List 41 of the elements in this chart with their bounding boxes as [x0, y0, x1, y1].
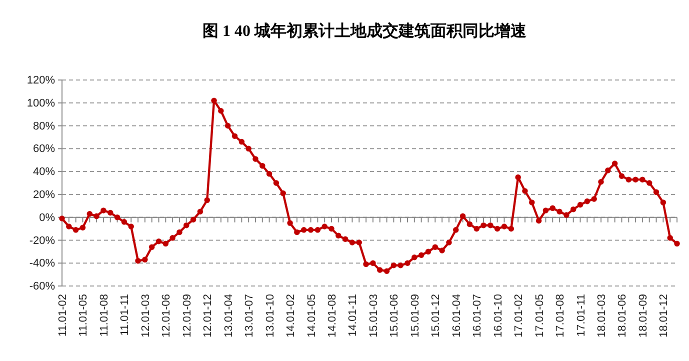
x-tick-label: 18.01-03	[596, 294, 608, 338]
y-tick-label: 120%	[26, 74, 56, 87]
x-tick-label: 18.01-06	[616, 294, 629, 338]
x-tick-label: 11.01-05	[78, 294, 90, 337]
x-tick-label: 14.01-11	[347, 294, 360, 337]
x-tick-label: 15.01-06	[388, 294, 401, 338]
x-tick-label: 11.01-02	[57, 294, 69, 337]
x-tick-label: 18.01-12	[658, 294, 670, 338]
x-tick-label: 15.01-03	[368, 294, 380, 338]
x-tick-label: 11.01-08	[98, 294, 110, 337]
x-tick-label: 12.01-03	[140, 294, 152, 338]
y-tick-label: -60%	[29, 280, 56, 293]
x-tick-label: 14.01-08	[326, 294, 338, 338]
x-tick-label: 17.01-11	[575, 294, 588, 337]
y-tick-label: 60%	[32, 143, 56, 156]
x-tick-label: 16.01-07	[472, 294, 484, 338]
y-tick-label: -40%	[29, 258, 56, 270]
x-tick-label: 12.01-09	[181, 294, 194, 338]
x-tick-label: 12.01-06	[160, 294, 173, 338]
x-tick-label: 16.01-10	[492, 294, 504, 338]
y-tick-label: 80%	[32, 120, 56, 132]
x-tick-label: 16.01-04	[450, 294, 463, 338]
x-tick-label: 15.01-09	[409, 294, 422, 338]
x-tick-label: 13.01-07	[244, 294, 256, 338]
y-tick-label: 40%	[32, 166, 56, 178]
x-tick-label: 13.01-04	[222, 294, 235, 338]
x-tick-label: 14.01-02	[285, 294, 298, 338]
x-tick-label: 14.01-05	[306, 294, 318, 338]
x-tick-label: 17.01-02	[513, 294, 526, 338]
y-tick-label: 0%	[39, 212, 56, 224]
y-tick-label: -20%	[29, 234, 56, 247]
x-tick-label: 13.01-10	[264, 294, 276, 338]
x-tick-label: 18.01-09	[637, 294, 650, 338]
x-tick-label: 12.01-12	[202, 294, 214, 338]
x-tick-label: 11.01-11	[119, 294, 132, 336]
x-tick-label: 17.01-05	[534, 294, 546, 338]
chart-title: 图 1 40 城年初累计土地成交建筑面积同比增速	[202, 21, 528, 40]
y-tick-label: 100%	[26, 97, 56, 110]
x-tick-label: 17.01-08	[554, 294, 567, 338]
y-tick-label: 20%	[32, 188, 56, 201]
x-tick-label: 15.01-12	[430, 294, 442, 338]
